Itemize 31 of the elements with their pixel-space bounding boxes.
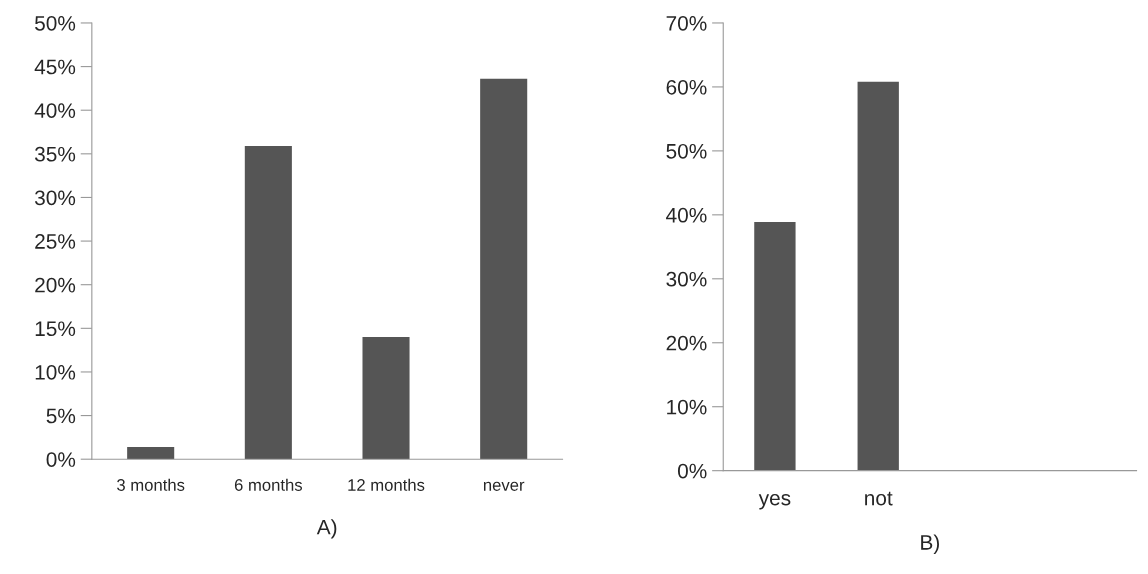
y-tick-label: 40% (666, 207, 707, 223)
y-tick-label: 35% (34, 146, 76, 162)
x-tick-label: 12 months (348, 478, 425, 491)
x-axis-title: A) (316, 519, 337, 539)
y-tick-label: 20% (666, 335, 707, 351)
x-tick-label: 6 months (234, 478, 303, 491)
x-axis-title: B) (921, 534, 939, 554)
bar (480, 78, 528, 460)
y-tick-label: 60% (666, 79, 707, 95)
x-tick-label: never (483, 481, 525, 491)
y-tick-label: 5% (46, 408, 76, 424)
y-tick-label: 0% (46, 452, 76, 467)
y-tick-label: 45% (34, 59, 76, 75)
y-tick-label: 40% (34, 103, 76, 118)
bar (362, 337, 410, 460)
y-tick-label: 50% (35, 15, 76, 31)
y-tick-label: 30% (34, 190, 76, 206)
x-tick-label: yes (758, 494, 791, 510)
y-tick-label: 25% (35, 234, 76, 249)
y-tick-label: 70% (666, 15, 707, 31)
y-tick-label: 30% (666, 271, 707, 287)
bar (244, 145, 292, 460)
y-tick-label: 20% (35, 277, 76, 293)
x-tick-label: not (865, 491, 893, 506)
x-tick-label: 3 months (117, 478, 185, 491)
y-tick-label: 10% (667, 399, 707, 415)
bar (127, 446, 175, 460)
y-tick-label: 15% (35, 321, 76, 337)
y-tick-label: 0% (677, 463, 707, 479)
y-tick-label: 50% (666, 143, 707, 159)
y-tick-label: 10% (35, 364, 76, 380)
